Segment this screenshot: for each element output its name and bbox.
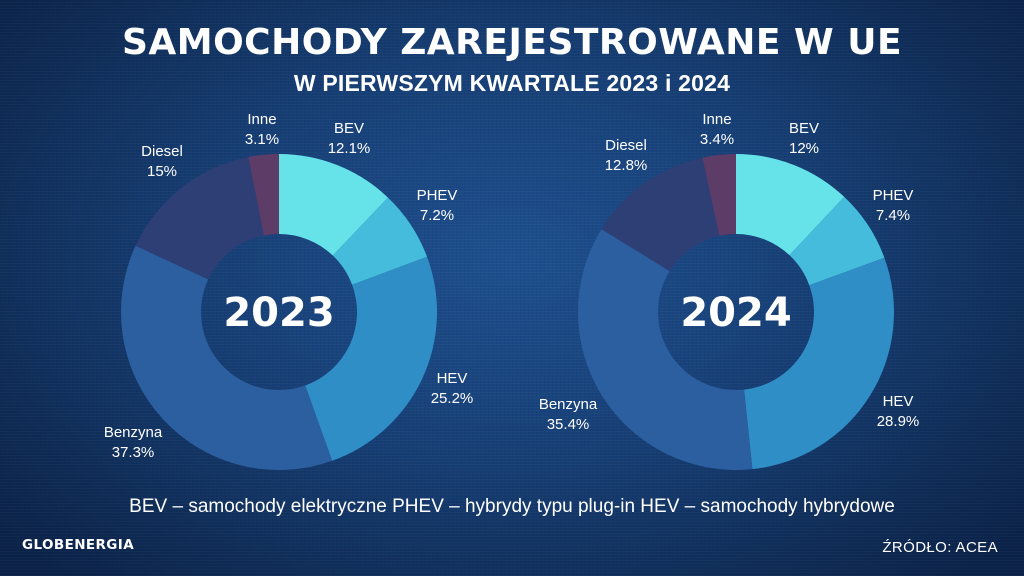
slice-value-bev-2023: 12.1% bbox=[328, 140, 371, 157]
chart-title: SAMOCHODY ZAREJESTROWANE W UE bbox=[121, 22, 903, 63]
slice-label-benzyna-2023: Benzyna bbox=[104, 424, 163, 441]
slice-label-inne-2023: Inne bbox=[247, 111, 276, 128]
slice-value-bev-2024: 12% bbox=[789, 140, 819, 157]
slice-label-diesel-2024: Diesel bbox=[605, 137, 647, 154]
slice-value-hev-2023: 25.2% bbox=[431, 390, 474, 407]
slice-value-diesel-2023: 15% bbox=[147, 163, 177, 180]
slice-value-inne-2024: 3.4% bbox=[700, 131, 734, 148]
slice-phev-2023 bbox=[332, 197, 428, 285]
slice-value-diesel-2024: 12.8% bbox=[605, 157, 648, 174]
donut-chart-2023: 2023 BEV 12.1% PHEV 7.2% HEV 25.2% Benzyna 37.3%… bbox=[104, 111, 474, 471]
slice-value-inne-2023: 3.1% bbox=[245, 131, 279, 148]
slice-inne-2023 bbox=[248, 154, 279, 236]
abbreviation-legend: BEV – samochody elektryczne PHEV – hybry… bbox=[129, 496, 895, 517]
slice-value-phev-2024: 7.4% bbox=[876, 207, 910, 224]
slice-benzyna-2024 bbox=[578, 229, 753, 470]
slice-label-diesel-2023: Diesel bbox=[141, 143, 183, 160]
slice-label-phev-2023: PHEV bbox=[417, 187, 458, 204]
center-label-2023: 2023 bbox=[223, 290, 334, 336]
slice-bev-2024 bbox=[736, 154, 845, 256]
slice-hev-2024 bbox=[744, 257, 894, 470]
slice-label-bev-2023: BEV bbox=[334, 120, 364, 137]
slice-label-hev-2024: HEV bbox=[883, 393, 914, 410]
slice-diesel-2024 bbox=[601, 157, 720, 272]
slice-label-inne-2024: Inne bbox=[702, 111, 731, 128]
brand-logo: GLOBENERGIA bbox=[22, 537, 135, 553]
slice-hev-2023 bbox=[305, 256, 437, 461]
slice-value-benzyna-2024: 35.4% bbox=[547, 416, 590, 433]
slice-benzyna-2023 bbox=[120, 245, 333, 471]
slice-value-phev-2023: 7.2% bbox=[420, 207, 454, 224]
slice-label-phev-2024: PHEV bbox=[873, 187, 914, 204]
slice-label-bev-2024: BEV bbox=[789, 120, 819, 137]
slice-inne-2024 bbox=[702, 154, 736, 236]
slice-label-hev-2023: HEV bbox=[437, 370, 468, 387]
slice-label-benzyna-2024: Benzyna bbox=[539, 396, 598, 413]
center-label-2024: 2024 bbox=[680, 290, 791, 336]
slice-value-hev-2024: 28.9% bbox=[877, 413, 920, 430]
slice-phev-2024 bbox=[789, 196, 885, 286]
slice-diesel-2023 bbox=[135, 156, 264, 280]
chart-subtitle: W PIERWSZYM KWARTALE 2023 i 2024 bbox=[293, 70, 731, 96]
donut-chart-2024: 2024 BEV 12% PHEV 7.4% HEV 28.9% Benzyna 35.4% Di… bbox=[539, 111, 919, 470]
source-note: ŹRÓDŁO: ACEA bbox=[882, 539, 998, 556]
slice-value-benzyna-2023: 37.3% bbox=[112, 444, 155, 461]
slice-bev-2023 bbox=[279, 154, 388, 256]
